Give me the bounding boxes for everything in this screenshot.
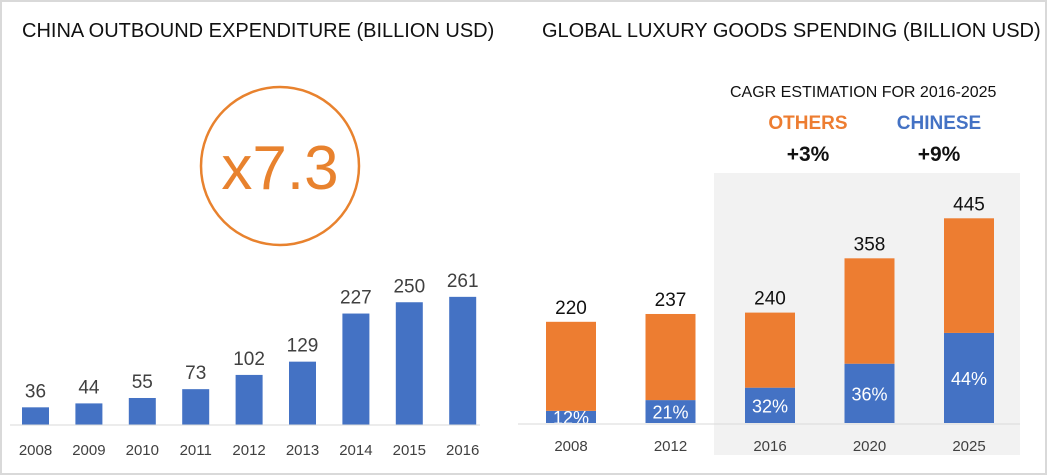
left-bar-label-2009: 44 <box>78 377 100 398</box>
cagr-others-value: +3% <box>787 143 830 166</box>
others-segment-2020 <box>844 258 895 364</box>
chinese-share-label-2008: 12% <box>553 408 589 428</box>
left-bar-label-2014: 227 <box>340 288 372 309</box>
left-tick-2012: 2012 <box>232 442 265 459</box>
chinese-share-label-2020: 36% <box>851 384 887 404</box>
right-bars: 220 12% 2008 237 21% 2012 240 32% 2016 358 36% 2020… <box>546 194 994 455</box>
left-bar-2010 <box>128 397 156 425</box>
chinese-share-label-2025: 44% <box>951 369 987 389</box>
left-bar-label-2012: 102 <box>233 349 265 370</box>
left-bar-label-2010: 55 <box>132 372 153 393</box>
left-bar-2015 <box>395 302 423 425</box>
total-label-2025: 445 <box>953 194 985 215</box>
others-segment-2012 <box>645 313 696 401</box>
left-tick-2013: 2013 <box>286 442 319 459</box>
luxury-spending-chart: GLOBAL LUXURY GOODS SPENDING (BILLION US… <box>518 20 1041 455</box>
right-tick-2025: 2025 <box>952 438 985 455</box>
left-tick-2011: 2011 <box>180 442 212 459</box>
left-bar-2009 <box>75 403 103 425</box>
left-bar-label-2008: 36 <box>25 381 46 402</box>
cagr-title: CAGR ESTIMATION FOR 2016-2025 <box>730 84 997 101</box>
left-tick-2010: 2010 <box>126 442 159 459</box>
left-tick-2014: 2014 <box>339 442 372 459</box>
chinese-segment-2012 <box>645 400 696 423</box>
left-bars: 36 2008 44 2009 55 2010 73 2011 102 2012 129 2013 22… <box>19 271 480 459</box>
left-bar-2016 <box>449 296 477 425</box>
cagr-chinese-value: +9% <box>918 143 961 166</box>
left-bar-label-2011: 73 <box>185 363 206 384</box>
left-tick-2008: 2008 <box>19 442 52 459</box>
chinese-share-label-2016: 32% <box>752 396 788 416</box>
left-chart-title: CHINA OUTBOUND EXPENDITURE (BILLION USD) <box>22 20 494 42</box>
total-label-2012: 237 <box>655 290 687 311</box>
multiplier-annotation: x7.3 <box>221 134 338 203</box>
right-tick-2020: 2020 <box>853 438 886 455</box>
left-bar-2014 <box>342 313 370 425</box>
right-tick-2016: 2016 <box>753 438 786 455</box>
cagr-chinese-label: CHINESE <box>897 113 981 134</box>
chinese-segment-2020 <box>844 363 895 423</box>
right-chart-title: GLOBAL LUXURY GOODS SPENDING (BILLION US… <box>542 20 1041 42</box>
cagr-others-label: OTHERS <box>768 113 847 134</box>
chinese-share-label-2012: 21% <box>652 403 688 423</box>
left-tick-2016: 2016 <box>446 442 479 459</box>
right-tick-2008: 2008 <box>554 438 587 455</box>
china-outbound-chart: CHINA OUTBOUND EXPENDITURE (BILLION USD)… <box>10 20 494 459</box>
total-label-2016: 240 <box>754 289 786 310</box>
total-label-2020: 358 <box>854 234 886 255</box>
chinese-segment-2008 <box>546 410 596 423</box>
others-segment-2025 <box>944 218 994 333</box>
left-bar-2012 <box>235 374 263 425</box>
left-bar-label-2013: 129 <box>287 336 319 357</box>
chinese-segment-2016 <box>745 387 795 423</box>
left-bar-label-2016: 261 <box>447 271 479 292</box>
others-segment-2008 <box>546 321 596 411</box>
left-bar-label-2015: 250 <box>393 276 425 297</box>
left-bar-2013 <box>289 361 316 425</box>
right-tick-2012: 2012 <box>654 438 687 455</box>
others-segment-2016 <box>745 312 795 388</box>
total-label-2008: 220 <box>555 298 587 319</box>
chinese-segment-2025 <box>944 332 994 423</box>
left-tick-2009: 2009 <box>72 442 105 459</box>
multiplier-circle <box>199 85 361 247</box>
left-bar-2008 <box>22 407 49 425</box>
left-tick-2015: 2015 <box>393 442 426 459</box>
left-bar-2011 <box>182 389 210 425</box>
